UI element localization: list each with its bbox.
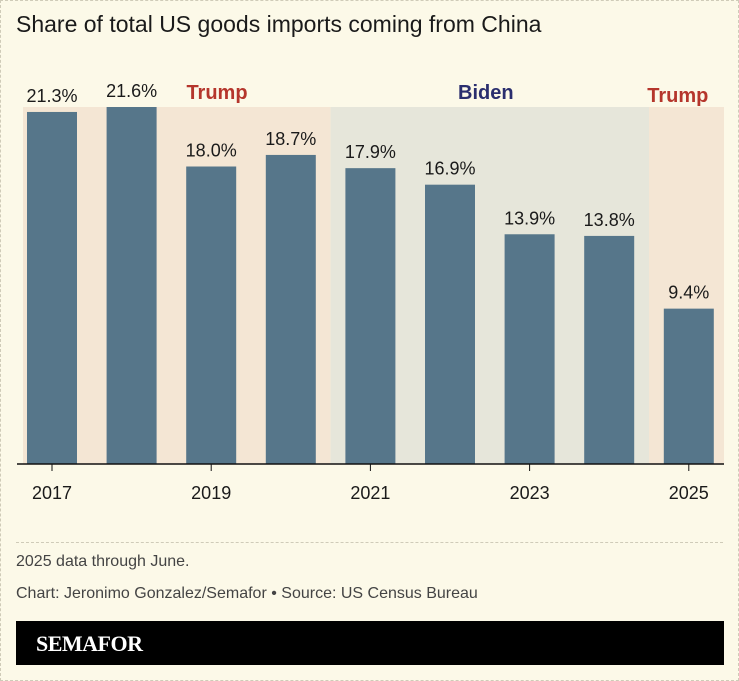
x-tick-label: 2023 xyxy=(510,483,550,503)
data-label: 18.0% xyxy=(186,141,237,161)
era-label: Trump xyxy=(647,85,708,107)
bar-chart: Trump Biden Trump 21.3% 21.6% 18.0% 18.7% 17.9%… xyxy=(17,81,724,503)
semafor-logo: SEMAFOR xyxy=(36,631,143,656)
data-label: 17.9% xyxy=(345,142,396,162)
divider xyxy=(16,542,723,543)
data-label: 13.8% xyxy=(584,210,635,230)
bar xyxy=(106,107,157,464)
data-label: 9.4% xyxy=(668,283,709,303)
bar xyxy=(265,154,316,465)
source-credit: Chart: Jeronimo Gonzalez/Semafor • Sourc… xyxy=(16,585,478,602)
x-tick-label: 2021 xyxy=(350,483,390,503)
bar xyxy=(186,166,237,464)
x-tick-label: 2025 xyxy=(669,483,709,503)
x-tick-label: 2017 xyxy=(32,483,72,503)
data-label: 16.9% xyxy=(424,159,475,179)
x-tick-label: 2019 xyxy=(191,483,231,503)
chart-title: Share of total US goods imports coming f… xyxy=(16,11,542,37)
bar xyxy=(345,168,396,464)
era-label: Trump xyxy=(186,82,247,104)
era-label: Biden xyxy=(458,82,514,104)
bar xyxy=(27,111,77,464)
data-label: 13.9% xyxy=(504,208,555,228)
bar xyxy=(504,234,555,464)
data-label: 21.3% xyxy=(26,86,77,106)
footnote: 2025 data through June. xyxy=(16,553,190,570)
semafor-logo-bar: SEMAFOR xyxy=(16,621,724,665)
data-label: 18.7% xyxy=(265,129,316,149)
data-label: 21.6% xyxy=(106,81,157,101)
bar xyxy=(425,184,475,465)
bar xyxy=(584,235,635,464)
bar xyxy=(663,308,714,464)
